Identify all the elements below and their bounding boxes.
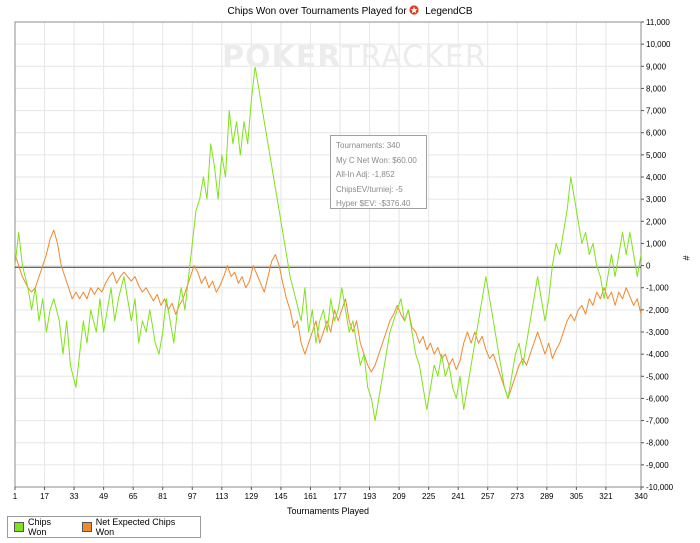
x-axis-ticks: 1 17 33 49 65 81 97 113 129 145 161 177 193 209 225 241… xyxy=(13,487,648,501)
x-tick-label: 145 xyxy=(274,492,288,501)
y-tick-label: -2,000 xyxy=(646,306,669,315)
x-tick-label: 340 xyxy=(634,492,648,501)
x-tick-label: 113 xyxy=(215,492,228,501)
pokertracker-watermark: POKERTRACKER xyxy=(222,40,487,75)
y-axis-label: # xyxy=(681,255,691,260)
x-tick-label: 177 xyxy=(333,492,347,501)
x-tick-label: 161 xyxy=(304,492,318,501)
chart-title: Chips Won over Tournaments Played for Le… xyxy=(0,5,700,17)
x-tick-label: 241 xyxy=(452,492,466,501)
y-tick-label: -9,000 xyxy=(646,461,669,470)
y-tick-label: 11,000 xyxy=(646,18,670,27)
y-tick-label: 0 xyxy=(646,262,651,271)
y-tick-label: 10,000 xyxy=(646,40,671,49)
x-tick-label: 33 xyxy=(70,492,79,501)
y-tick-label: -8,000 xyxy=(646,439,669,448)
x-tick-label: 273 xyxy=(511,492,525,501)
x-tick-label: 1 xyxy=(13,492,18,501)
y-tick-label: 6,000 xyxy=(646,129,667,138)
x-tick-label: 17 xyxy=(40,492,49,501)
x-tick-label: 65 xyxy=(129,492,138,501)
x-tick-label: 257 xyxy=(481,492,495,501)
player-name: LegendCB xyxy=(425,6,473,17)
x-tick-label: 193 xyxy=(363,492,377,501)
y-tick-label: 9,000 xyxy=(646,62,667,71)
x-tick-label: 321 xyxy=(599,492,613,501)
legend-item-net-expected[interactable]: Net Expected Chips Won xyxy=(81,517,196,537)
tooltip-line: Tournaments: 340 xyxy=(336,141,401,150)
x-tick-label: 129 xyxy=(245,492,259,501)
x-axis-label: Tournaments Played xyxy=(287,506,369,516)
tooltip-line: ChipsEV/turniej: -5 xyxy=(336,184,403,194)
y-tick-label: 3,000 xyxy=(646,195,667,204)
legend-label: Net Expected Chips Won xyxy=(95,517,176,537)
series-group xyxy=(14,65,642,422)
pokerstars-logo-icon xyxy=(409,5,420,15)
x-tick-label: 305 xyxy=(570,492,584,501)
legend-item-chips-won[interactable]: Chips Won xyxy=(14,517,72,537)
x-tick-label: 49 xyxy=(99,492,108,501)
grid-lines xyxy=(14,21,642,488)
tooltip-line: Hyper $EV: -$376.40 xyxy=(336,199,411,208)
y-tick-label: -1,000 xyxy=(646,284,669,293)
data-tooltip: Tournaments: 340 My C Net Won: $60.00 Al… xyxy=(330,135,427,209)
legend-label: Chips Won xyxy=(27,517,51,537)
y-tick-label: 5,000 xyxy=(646,151,667,160)
y-tick-label: -7,000 xyxy=(646,417,669,426)
y-tick-label: 1,000 xyxy=(646,239,667,248)
y-tick-label: -10,000 xyxy=(646,483,674,492)
y-tick-label: -4,000 xyxy=(646,350,669,359)
x-tick-label: 81 xyxy=(158,492,167,501)
legend-swatch-green xyxy=(14,522,24,532)
title-text: Chips Won over Tournaments Played for xyxy=(227,6,407,17)
x-tick-label: 97 xyxy=(188,492,197,501)
series-line-chips-won xyxy=(14,65,642,422)
y-tick-label: 7,000 xyxy=(646,107,667,116)
y-axis-ticks: -10,000 -9,000 -8,000 -7,000 -6,000 -5,000 -4,… xyxy=(641,18,674,492)
x-tick-label: 289 xyxy=(540,492,554,501)
legend-swatch-orange xyxy=(81,522,92,532)
y-tick-label: -6,000 xyxy=(646,394,669,403)
tooltip-line: My C Net Won: $60.00 xyxy=(336,155,417,165)
tooltip-line: All-In Adj: -1,852 xyxy=(336,170,395,179)
y-tick-label: 2,000 xyxy=(646,217,667,226)
x-tick-label: 209 xyxy=(392,492,406,501)
chart-legend: Chips Won Net Expected Chips Won xyxy=(7,516,201,538)
y-tick-label: 8,000 xyxy=(646,84,667,93)
y-tick-label: 4,000 xyxy=(646,173,667,182)
y-tick-label: -5,000 xyxy=(646,372,669,381)
y-tick-label: -3,000 xyxy=(646,328,669,337)
x-tick-label: 225 xyxy=(422,492,436,501)
series-line-net-expected-chips-won xyxy=(14,229,642,399)
